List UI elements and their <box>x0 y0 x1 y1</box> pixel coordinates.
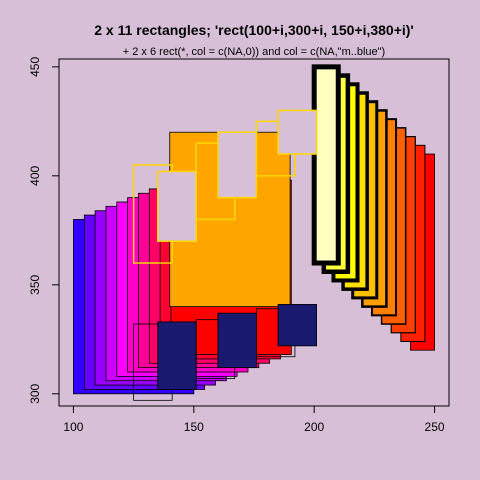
x-tick-label: 150 <box>184 420 204 434</box>
navy-rect-6 <box>277 304 317 347</box>
x-axis: 100 150 200 250 <box>63 405 445 434</box>
chart-subtitle: + 2 x 6 rect(*, col = c(NA,0)) and col =… <box>123 46 385 58</box>
heat-rect-1 <box>311 64 341 266</box>
navy-rect-2 <box>157 321 197 390</box>
navy-rect-4 <box>217 312 257 369</box>
gold-outline-rect-2 <box>156 170 197 242</box>
x-tick-label: 200 <box>304 420 324 434</box>
y-tick-label: 400 <box>28 165 42 185</box>
y-tick-label: 300 <box>28 383 42 403</box>
x-tick-label: 250 <box>425 420 445 434</box>
y-axis: 300 350 400 450 <box>28 57 60 404</box>
gold-outline-rect-4 <box>217 131 258 199</box>
y-tick-label: 450 <box>28 57 42 77</box>
x-tick-label: 100 <box>63 420 83 434</box>
plot-marks <box>73 64 435 401</box>
chart-title: 2 x 11 rectangles; 'rect(100+i,300+i, 15… <box>94 22 414 38</box>
gold-outline-rect-6 <box>277 109 318 155</box>
y-tick-label: 350 <box>28 274 42 294</box>
